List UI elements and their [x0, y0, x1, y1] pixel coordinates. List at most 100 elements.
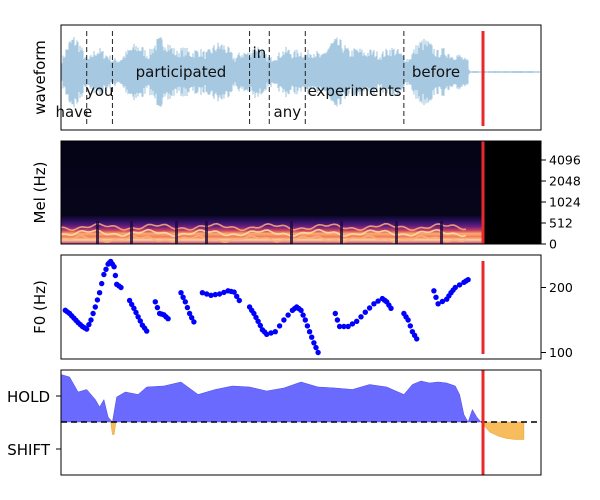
word-label: have: [55, 103, 92, 121]
f0-point: [186, 310, 193, 317]
word-label: in: [253, 44, 267, 62]
f0-point: [112, 272, 119, 279]
f0-point: [96, 290, 103, 296]
f0-point: [349, 321, 356, 327]
turn-frame: [60, 369, 542, 476]
f0-point: [99, 280, 105, 287]
f0-point: [309, 334, 315, 340]
mel-harmonic: [61, 222, 467, 232]
f0-point: [234, 293, 240, 299]
f0-point: [341, 323, 347, 330]
f0-point: [302, 317, 308, 323]
f0-point: [456, 282, 463, 288]
f0-point: [135, 314, 141, 320]
word-label: any: [274, 103, 302, 121]
f0-point: [375, 298, 381, 304]
word-label: participated: [136, 63, 227, 81]
mel-gap: [205, 221, 208, 244]
mel-gap: [96, 221, 99, 244]
waveform-signal: [61, 36, 540, 108]
f0-point: [154, 304, 161, 311]
mel-harmonic: [60, 228, 467, 238]
f0-point: [345, 323, 351, 330]
f0-point: [94, 297, 101, 303]
f0-point: [465, 277, 471, 283]
f0-point: [268, 330, 274, 336]
f0-point: [304, 323, 311, 329]
f0-point: [433, 294, 439, 300]
waveform-ylabel: waveform: [31, 40, 49, 115]
word-label: before: [412, 63, 460, 81]
mel-ytick-label: 0: [549, 237, 557, 252]
f0-point: [137, 318, 143, 324]
f0-point: [276, 323, 283, 329]
f0-point: [88, 317, 94, 323]
f0-point: [178, 290, 184, 296]
mel-future-mask: [483, 141, 541, 244]
f0-point: [407, 323, 413, 329]
f0-ytick-label: 200: [549, 280, 573, 295]
hold-area: [60, 374, 482, 423]
f0-point: [90, 310, 96, 317]
f0-point: [191, 319, 197, 325]
shift-area: [110, 421, 525, 440]
f0-point: [144, 328, 150, 334]
f0-point: [264, 331, 270, 337]
f0-yticks: 100 200: [541, 280, 573, 360]
mel-harmonics: [60, 221, 467, 244]
f0-point: [199, 290, 206, 296]
f0-point: [298, 307, 304, 313]
mel-yticks: 0 512 1024 2048 4096: [541, 153, 581, 252]
f0-point: [182, 299, 188, 305]
f0-point: [358, 314, 364, 320]
f0-point: [189, 315, 195, 321]
f0-ylabel: F0 (Hz): [31, 280, 49, 334]
mel-ytick-label: 4096: [549, 153, 581, 168]
waveform-panel: have you participated in any experiments befor…: [31, 24, 542, 131]
f0-point: [362, 309, 368, 315]
f0-point: [405, 317, 411, 323]
mel-gap: [340, 221, 343, 244]
f0-point: [84, 326, 90, 332]
f0-point: [311, 340, 317, 346]
f0-point: [313, 344, 319, 351]
mel-gap: [130, 221, 133, 244]
mel-harmonic: [60, 234, 467, 244]
word-label: you: [86, 82, 114, 100]
f0-point: [315, 349, 321, 356]
f0-point: [371, 301, 377, 307]
f0-point: [306, 329, 313, 335]
turn-panel: HOLD SHIFT: [7, 369, 542, 476]
f0-point: [414, 336, 420, 342]
f0-point: [131, 305, 137, 311]
f0-point: [300, 312, 306, 318]
mel-gap: [440, 221, 443, 244]
waveform-frame: [60, 24, 542, 131]
f0-point: [435, 301, 441, 307]
mel-gap: [175, 221, 178, 244]
f0-point: [152, 299, 158, 305]
mel-panel: 0 512 1024 2048 4096 Mel (Hz): [31, 140, 581, 252]
f0-point: [92, 304, 99, 310]
f0-point: [204, 291, 210, 297]
f0-point: [281, 317, 287, 323]
f0-panel: 100 200 F0 (Hz): [31, 254, 573, 360]
word-labels: have you participated in any experiments befor…: [55, 44, 460, 121]
f0-ytick-label: 100: [549, 345, 573, 360]
f0-point: [111, 264, 117, 270]
f0-point: [133, 309, 139, 316]
f0-point: [388, 305, 394, 311]
f0-point: [231, 289, 237, 295]
f0-point: [257, 322, 263, 329]
mel-gap: [395, 221, 398, 244]
f0-point: [332, 310, 338, 317]
f0-point: [208, 292, 214, 298]
f0-point: [336, 323, 343, 330]
f0-point: [285, 312, 291, 318]
f0-point: [180, 294, 186, 300]
f0-point: [255, 318, 261, 324]
f0-point: [452, 284, 458, 291]
mel-ytick-label: 1024: [549, 195, 581, 210]
hold-label: HOLD: [7, 388, 50, 406]
mel-ylabel: Mel (Hz): [31, 162, 49, 224]
